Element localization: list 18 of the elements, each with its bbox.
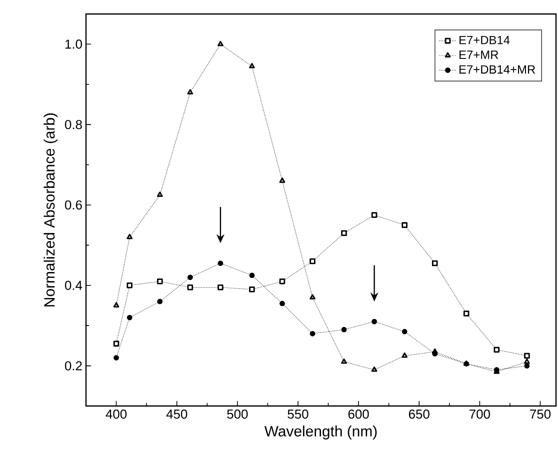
x-tick-label: 450 [166,410,188,419]
y-tick-label: 0.8 [64,120,82,130]
x-tick-label: 650 [408,410,430,419]
y-tick-label: 0.6 [64,200,82,210]
legend-label: E7+MR [460,50,498,59]
x-tick-label: 600 [348,410,369,419]
x-tick-label: 400 [106,410,127,419]
y-tick-label: 0.4 [64,280,82,290]
y-tick-label: 0.2 [64,361,82,370]
x-tick-label: 700 [470,410,490,419]
legend-label: E7+DB14 [460,36,510,44]
x-tick-label: 750 [530,410,551,419]
y-axis-title: Normalized Absorbance (arb) [44,113,58,306]
x-tick-label: 500 [227,410,248,419]
y-tick-label: 1.0 [65,40,82,49]
x-tick-label: 550 [288,410,308,419]
x-axis-title: Wavelength (nm) [264,426,377,440]
legend-label: E7+DB14+MR [460,65,536,74]
